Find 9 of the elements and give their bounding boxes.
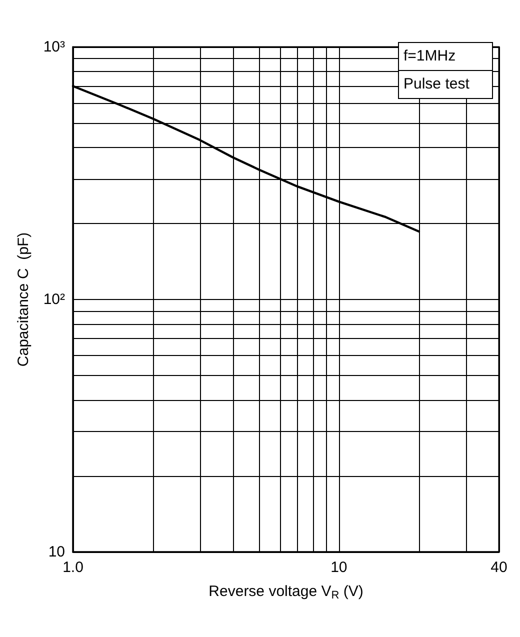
x-tick-label: 40: [490, 559, 508, 576]
y-axis-title: Capacitance C (pF): [15, 232, 32, 367]
x-tick-label: 10: [330, 559, 348, 576]
y-tick-label: 10²: [43, 291, 65, 308]
annotation: Pulse test: [404, 76, 470, 92]
annotation: f=1MHz: [404, 48, 456, 64]
y-tick-label: 10: [48, 544, 65, 560]
y-tick-label: 10³: [43, 38, 65, 56]
x-tick-label: 1.0: [62, 559, 84, 576]
